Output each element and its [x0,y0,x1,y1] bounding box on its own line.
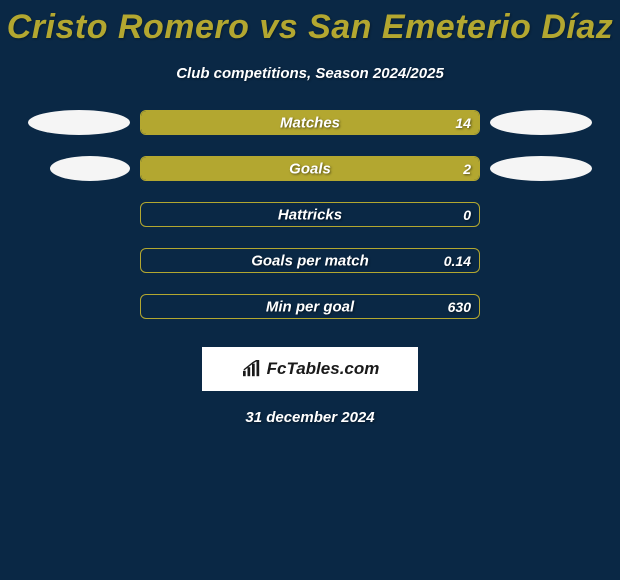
left-ellipse-slot [28,156,130,181]
left-ellipse-slot [28,294,130,319]
stat-bar: Goals 2 [140,156,480,181]
left-ellipse-slot [28,202,130,227]
right-ellipse [490,156,592,181]
logo-box: FcTables.com [202,347,418,391]
stat-value: 0.14 [444,253,471,269]
stat-label: Matches [280,114,340,131]
right-ellipse-slot [490,294,592,319]
left-ellipse [28,110,130,135]
stat-row: Min per goal 630 [0,294,620,319]
stat-row: Hattricks 0 [0,202,620,227]
right-ellipse [490,110,592,135]
subtitle: Club competitions, Season 2024/2025 [0,65,620,82]
chart-icon [241,360,263,378]
stat-label: Min per goal [266,298,354,315]
right-ellipse-slot [490,156,592,181]
left-ellipse [50,156,130,181]
right-ellipse-slot [490,202,592,227]
stat-bar: Min per goal 630 [140,294,480,319]
right-ellipse-slot [490,248,592,273]
stat-bar: Hattricks 0 [140,202,480,227]
stat-value: 2 [463,161,471,177]
stat-label: Goals [289,160,331,177]
stat-value: 14 [455,115,471,131]
stat-label: Goals per match [251,252,369,269]
stat-value: 630 [448,299,471,315]
left-ellipse-slot [28,110,130,135]
stat-row: Goals per match 0.14 [0,248,620,273]
stats-container: Matches 14 Goals 2 Hattricks 0 Goals per match… [0,110,620,319]
stat-bar: Goals per match 0.14 [140,248,480,273]
stat-value: 0 [463,207,471,223]
stat-row: Goals 2 [0,156,620,181]
logo-text: FcTables.com [267,359,380,379]
right-ellipse-slot [490,110,592,135]
date-label: 31 december 2024 [0,409,620,426]
left-ellipse-slot [28,248,130,273]
stat-bar: Matches 14 [140,110,480,135]
page-title: Cristo Romero vs San Emeterio Díaz [0,0,620,47]
stat-row: Matches 14 [0,110,620,135]
stat-label: Hattricks [278,206,342,223]
